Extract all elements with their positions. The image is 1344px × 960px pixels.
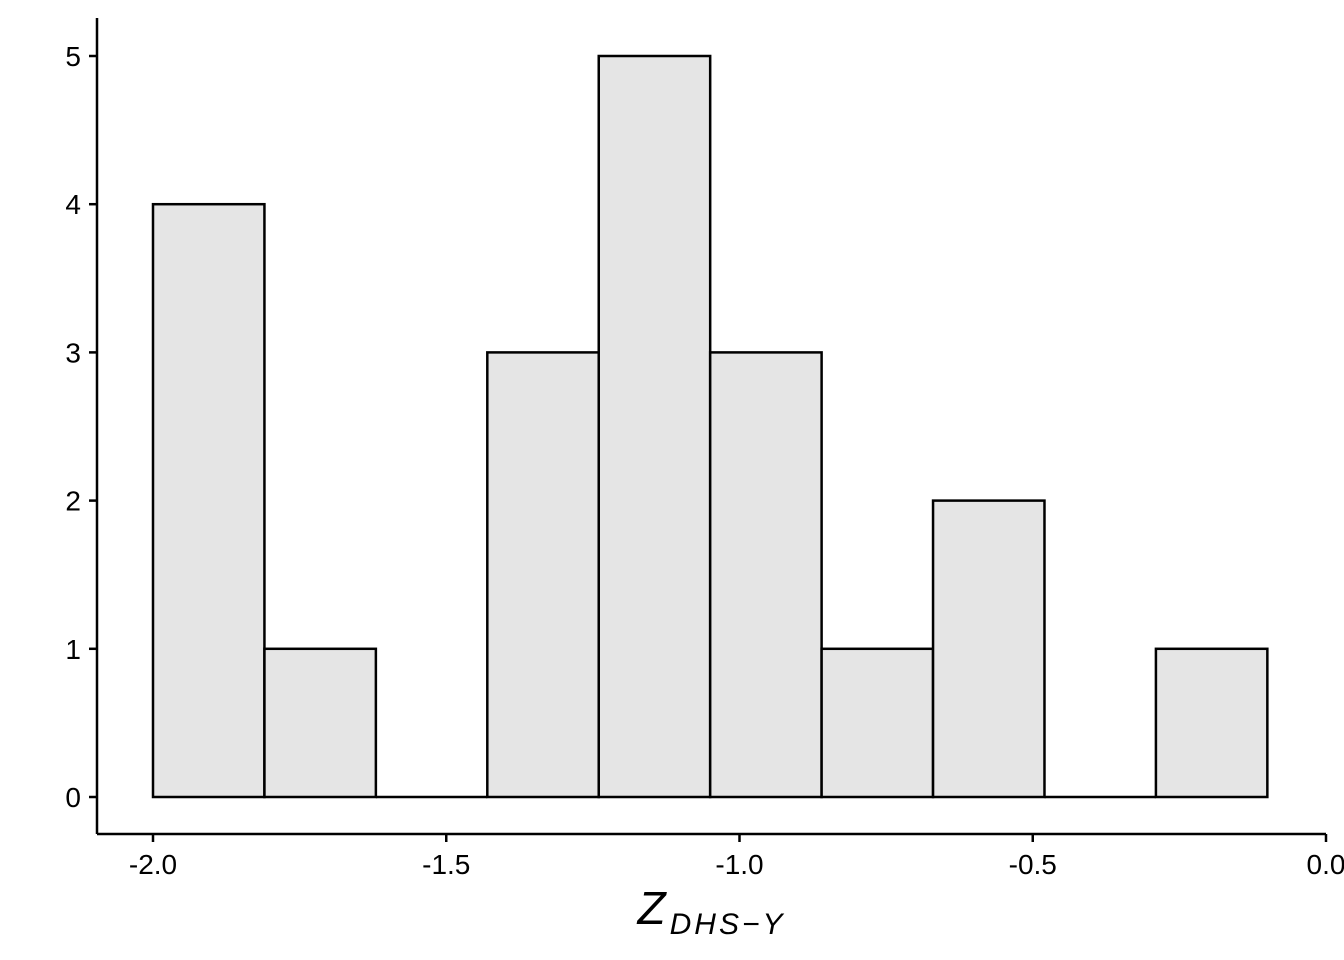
histogram-bar-6 — [820, 647, 935, 799]
y-tick-label: 4 — [65, 189, 81, 220]
x-tick-label: 0.0 — [1307, 849, 1344, 880]
x-axis-label: Z DHS−Y — [637, 882, 786, 941]
histogram-bar-5 — [708, 351, 823, 799]
x-axis-label-subscript: DHS−Y — [670, 908, 786, 941]
histogram-bar-4 — [597, 54, 712, 799]
bars-layer — [151, 54, 1269, 799]
histogram-bar-7 — [931, 499, 1046, 799]
x-tick-label: -2.0 — [129, 849, 177, 880]
x-axis-label-main: Z — [637, 882, 668, 934]
y-tick-label: 2 — [65, 486, 81, 517]
x-tick-label: -1.5 — [422, 849, 470, 880]
y-tick-label: 5 — [65, 41, 81, 72]
axes-layer: 0 1 2 3 4 5 -2.0 -1.5 -1.0 -0.5 0.0 — [65, 18, 1344, 880]
histogram-bar-0 — [151, 202, 266, 799]
y-tick-label: 1 — [65, 634, 81, 665]
x-tick-label: -1.0 — [715, 849, 763, 880]
histogram-bar-3 — [486, 351, 600, 799]
y-tick-label: 3 — [65, 337, 81, 368]
y-tick-label: 0 — [65, 782, 81, 813]
x-tick-label: -0.5 — [1009, 849, 1057, 880]
histogram-bar-1 — [263, 647, 378, 799]
histogram-bar-9 — [1154, 647, 1269, 799]
